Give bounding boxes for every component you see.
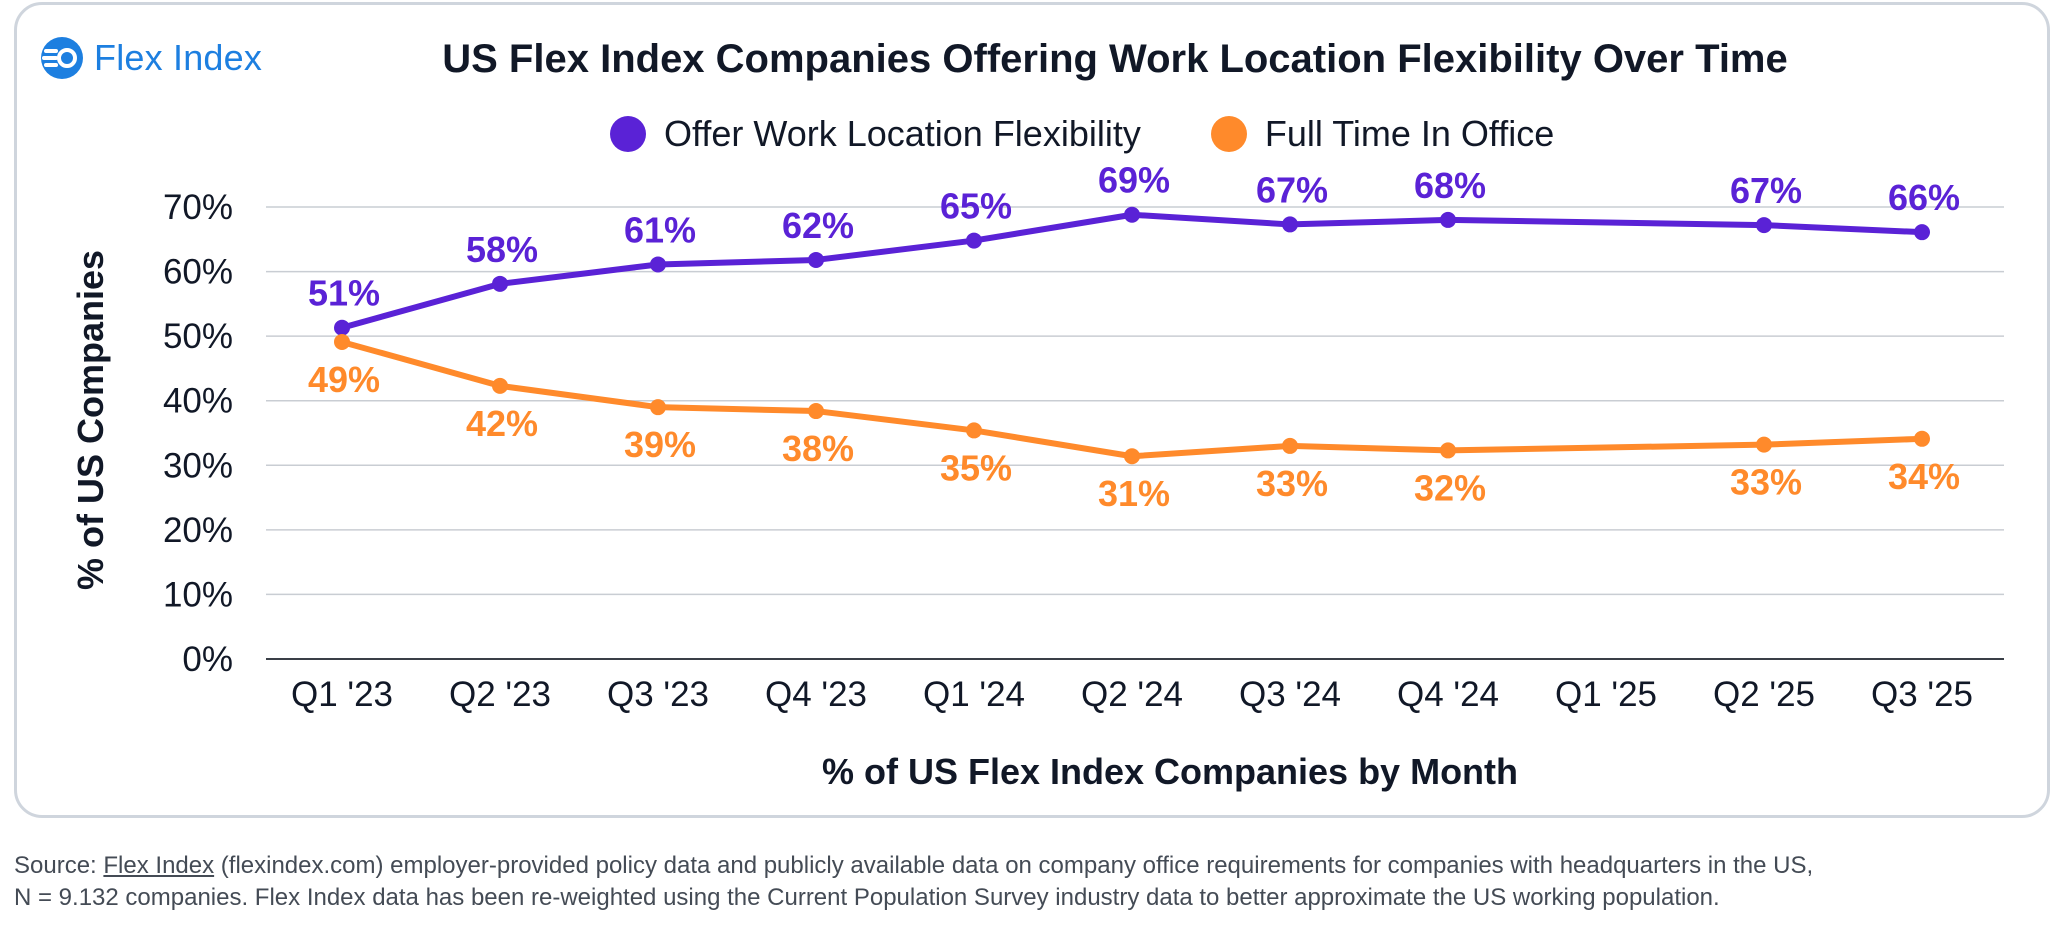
data-point: [1282, 216, 1298, 233]
series-line-1: [339, 338, 1925, 460]
y-tick-label: 70%: [163, 188, 233, 227]
data-point: [808, 251, 824, 268]
data-point: [1282, 437, 1298, 454]
logo-text: Flex Index: [94, 37, 263, 78]
data-point: [492, 275, 508, 292]
chart-title: US Flex Index Companies Offering Work Lo…: [442, 37, 1788, 81]
series: [334, 206, 1930, 465]
legend-label-flexibility: Offer Work Location Flexibility: [664, 113, 1141, 154]
legend-swatch-full-time-office: [1210, 116, 1247, 152]
x-tick-label: Q1 '24: [923, 675, 1025, 714]
y-tick-label: 50%: [163, 317, 233, 356]
data-label: 38%: [782, 428, 854, 469]
data-label: 51%: [308, 273, 380, 314]
data-label: 39%: [624, 424, 696, 465]
data-label: 58%: [466, 229, 538, 270]
data-point: [1914, 430, 1930, 447]
legend-swatch-flexibility: [610, 116, 646, 152]
x-tick-label: Q4 '23: [765, 675, 867, 714]
data-label: 67%: [1730, 170, 1802, 211]
legend-item-full-time-office: Full Time In Office: [1210, 113, 1555, 154]
data-point: [1440, 211, 1456, 228]
source-link[interactable]: Flex Index: [103, 852, 215, 879]
x-tick-label: Q3 '24: [1239, 675, 1341, 714]
data-point: [1756, 217, 1772, 234]
data-point: [1124, 448, 1140, 465]
data-label: 33%: [1256, 463, 1328, 504]
legend-item-flexibility: Offer Work Location Flexibility: [610, 114, 1141, 154]
data-label: 33%: [1730, 462, 1802, 503]
y-tick-label: 20%: [163, 511, 233, 550]
y-tick-label: 60%: [163, 253, 233, 292]
data-label: 66%: [1888, 177, 1960, 218]
x-tick-label: Q3 '25: [1871, 675, 1973, 714]
legend: Offer Work Location Flexibility Full Tim…: [610, 114, 1554, 154]
data-label: 69%: [1098, 160, 1170, 201]
x-tick-label: Q1 '25: [1555, 675, 1657, 714]
source-note: Source: Flex Index (flexindex.com) emplo…: [14, 850, 2054, 914]
data-point: [492, 377, 508, 394]
x-tick-label: Q1 '23: [291, 675, 393, 714]
chart-card: [14, 2, 2050, 818]
data-point: [808, 403, 824, 420]
y-axis-title: % of US Companies: [70, 250, 111, 590]
data-label: 61%: [624, 209, 696, 250]
y-tick-label: 30%: [163, 446, 233, 485]
data-label: 34%: [1888, 456, 1960, 497]
data-point: [334, 333, 350, 350]
x-tick-label: Q2 '24: [1081, 675, 1183, 714]
flex-index-logo: Flex Index: [40, 36, 262, 80]
data-label: 49%: [308, 359, 380, 400]
x-axis-title: % of US Flex Index Companies by Month: [822, 751, 1518, 792]
data-point: [334, 319, 350, 336]
data-label: 42%: [466, 403, 538, 444]
x-tick-label: Q2 '23: [449, 675, 551, 714]
data-label: 68%: [1414, 165, 1486, 206]
y-tick-label: 40%: [163, 382, 233, 421]
x-tick-label: Q4 '24: [1397, 675, 1499, 714]
data-label: 62%: [782, 205, 854, 246]
data-label: 31%: [1098, 473, 1170, 514]
gridlines: [266, 206, 2004, 660]
data-label: 32%: [1414, 467, 1486, 508]
data-point: [650, 399, 666, 416]
y-tick-label: 0%: [182, 640, 233, 679]
x-tick-label: Q2 '25: [1713, 675, 1815, 714]
data-point: [966, 422, 982, 439]
y-axis-ticks: 0% 10% 20% 30% 40% 50% 60% 70%: [163, 188, 233, 679]
data-point: [1914, 224, 1930, 241]
data-point: [1124, 206, 1140, 223]
source-prefix: Source:: [14, 852, 104, 879]
x-axis-ticks: Q1 '23 Q2 '23 Q3 '23 Q4 '23 Q1 '24 Q2 '24 Q3 '…: [291, 675, 1973, 714]
data-label: 35%: [940, 447, 1012, 488]
data-labels: 51% 58% 61% 62% 65% 69% 67% 68% 67% 66% 49% 42% 39% 3…: [308, 160, 1960, 514]
source-line-1-text: (flexindex.com) employer-provided policy…: [214, 852, 1814, 879]
data-point: [1756, 436, 1772, 453]
y-tick-label: 10%: [163, 575, 233, 614]
data-label: 67%: [1256, 169, 1328, 210]
legend-label-full-time-office: Full Time In Office: [1264, 113, 1555, 154]
source-line-2: N = 9.132 companies. Flex Index data has…: [14, 884, 1720, 911]
data-point: [1440, 442, 1456, 459]
flex-index-logo-icon: [41, 37, 83, 79]
source-line-1: Source: Flex Index (flexindex.com) emplo…: [14, 850, 2054, 882]
x-tick-label: Q3 '23: [607, 675, 709, 714]
data-point: [966, 232, 982, 249]
data-label: 65%: [940, 186, 1012, 227]
data-point: [650, 256, 666, 273]
series-line-0: [339, 211, 1925, 331]
